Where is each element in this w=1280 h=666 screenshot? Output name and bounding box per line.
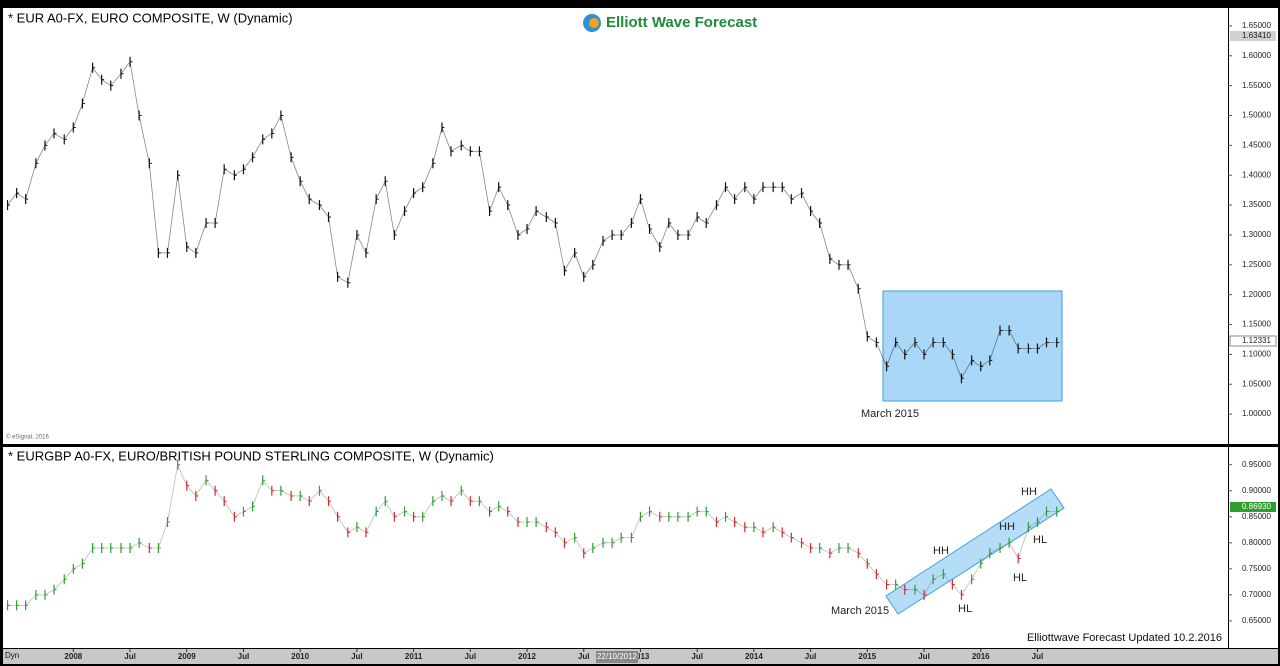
price-tag-box	[1230, 31, 1276, 41]
annotation: HH	[999, 521, 1015, 533]
bottom-axis-panel	[1229, 447, 1278, 648]
y-tick-label: 0.80000	[1242, 538, 1271, 547]
x-tick-label: 2008	[64, 652, 82, 661]
x-tick-label: 2014	[745, 652, 763, 661]
price-tag: 0.86930	[1242, 502, 1271, 511]
footer-note: Elliottwave Forecast Updated 10.2.2016	[1027, 632, 1222, 644]
x-tick-label: Jul	[465, 652, 477, 661]
y-tick-label: 1.25000	[1242, 260, 1271, 269]
bottom-layer	[6, 459, 1065, 615]
price-line	[7, 60, 1057, 380]
y-tick-label: 1.05000	[1242, 379, 1271, 388]
highlight-channel	[885, 488, 1065, 615]
y-tick-label: 1.10000	[1242, 350, 1271, 359]
y-tick-label: 1.55000	[1242, 81, 1271, 90]
y-tick-label: 1.40000	[1242, 170, 1271, 179]
cursor-box	[596, 651, 638, 663]
price-line	[7, 463, 1057, 606]
x-tick-label: Jul	[238, 652, 250, 661]
x-tick-label: Jul	[351, 652, 363, 661]
annotation: HH	[1021, 486, 1037, 498]
x-tick-label: Jul	[578, 652, 590, 661]
annotation: March 2015	[861, 408, 919, 420]
price-tag-box	[1229, 335, 1277, 347]
chart-title: * EURGBP A0-FX, EURO/BRITISH POUND STERL…	[8, 448, 494, 463]
price-tag-box	[1230, 502, 1276, 512]
price-tag: 1.12331	[1242, 336, 1271, 345]
annotation: HL	[1013, 572, 1027, 584]
x-tick-label: 2010	[291, 652, 309, 661]
bottom-panel	[3, 447, 1228, 648]
annotation: HL	[1033, 534, 1047, 546]
x-tick-label: 2015	[858, 652, 876, 661]
x-tick-label: 2011	[405, 652, 423, 661]
x-tick-label: 2013	[632, 652, 650, 661]
x-tick-label: 2009	[178, 652, 196, 661]
logo: Elliott Wave Forecast	[583, 14, 757, 32]
top-layer	[6, 56, 1063, 402]
x-tick-label: 2012	[518, 652, 536, 661]
y-tick-label: 1.35000	[1242, 200, 1271, 209]
y-tick-label: 0.75000	[1242, 564, 1271, 573]
price-tag: 1.63410	[1242, 31, 1271, 40]
y-tick-label: 1.45000	[1242, 140, 1271, 149]
credit: © eSignal, 2016	[6, 434, 49, 441]
y-tick-label: 0.70000	[1242, 590, 1271, 599]
y-tick-label: 1.20000	[1242, 290, 1271, 299]
y-tick-label: 0.95000	[1242, 460, 1271, 469]
x-tick-label: Jul	[691, 652, 703, 661]
x-tick-label: Jul	[805, 652, 817, 661]
y-tick-label: 0.65000	[1242, 616, 1271, 625]
cursor-date: 22/10/2012	[597, 652, 638, 661]
logo-text: Elliott Wave Forecast	[606, 14, 757, 31]
x-tick-label: Jul	[124, 652, 136, 661]
x-axis: 2008 Jul 2009 Jul 2010 Jul 2011 Jul 2012 Jul 2013 J…	[64, 649, 1043, 661]
x-tick-label: Jul	[918, 652, 930, 661]
x-tick-label: 2016	[972, 652, 990, 661]
y-tick-label: 1.00000	[1242, 409, 1271, 418]
logo-icon	[589, 18, 599, 28]
annotation: HH	[933, 545, 949, 557]
y-tick-label: 0.85000	[1242, 512, 1271, 521]
y-tick-label: 1.65000	[1242, 21, 1271, 30]
highlight-box	[882, 290, 1063, 402]
annotation: HL	[958, 603, 972, 615]
x-axis-strip	[3, 649, 1278, 664]
top-axis-panel	[1229, 8, 1278, 444]
chart-title: * EUR A0-FX, EURO COMPOSITE, W (Dynamic)	[8, 10, 293, 25]
annotation: March 2015	[831, 605, 889, 617]
y-tick-label: 1.15000	[1242, 320, 1271, 329]
y-tick-label: 0.90000	[1242, 486, 1271, 495]
y-tick-label: 1.60000	[1242, 51, 1271, 60]
y-tick-label: 1.30000	[1242, 230, 1271, 239]
y-tick-label: 1.50000	[1242, 111, 1271, 120]
x-tick-label: Jul	[1032, 652, 1044, 661]
mode-label: Dyn	[5, 651, 19, 660]
